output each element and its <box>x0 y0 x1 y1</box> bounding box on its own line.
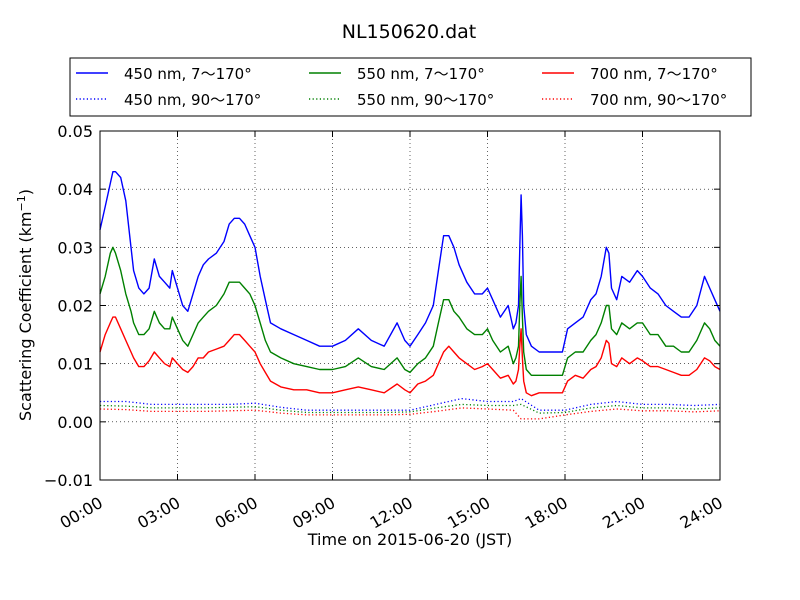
y-tick-label: 0.05 <box>57 122 93 141</box>
legend-label: 700 nm, 90～170° <box>590 91 727 109</box>
y-tick-label: 0.04 <box>57 180 93 199</box>
y-axis-label-close: ) <box>16 189 35 195</box>
y-axis: −0.01 0.00 0.01 0.02 0.03 0.04 0.05 <box>44 122 720 490</box>
y-tick-label: 0.03 <box>57 238 93 257</box>
series-layer <box>99 170 721 420</box>
y-tick-label: −0.01 <box>44 471 93 490</box>
y-axis-label-main: Scattering Coefficient (km <box>16 211 35 421</box>
legend-label: 450 nm, 90～170° <box>124 91 261 109</box>
legend-label: 700 nm, 7～170° <box>590 65 718 83</box>
grid <box>100 131 720 480</box>
series-line-4 <box>100 397 721 411</box>
legend-label: 550 nm, 90～170° <box>357 91 494 109</box>
legend-label: 550 nm, 7～170° <box>357 65 485 83</box>
y-axis-label-superscript: −1 <box>15 195 28 211</box>
y-tick-label: 0.00 <box>57 413 93 432</box>
series-line-5 <box>99 403 721 414</box>
legend-label: 450 nm, 7～170° <box>124 65 252 83</box>
chart-title: NL150620.dat <box>342 21 477 43</box>
plot-area: 00:00 03:00 06:00 09:00 12:00 15:00 18:00 21:00… <box>44 122 726 533</box>
series-line-1 <box>99 170 721 353</box>
y-axis-label: Scattering Coefficient (km−1) <box>15 189 35 421</box>
legend-box <box>69 57 752 117</box>
series-line-2 <box>99 246 721 376</box>
y-tick-label: 0.01 <box>57 355 93 374</box>
legend: 450 nm, 7～170° 550 nm, 7～170° 700 nm, 7～17… <box>69 57 752 117</box>
y-tick-label: 0.02 <box>57 297 93 316</box>
series-line-3 <box>99 316 721 397</box>
x-axis-label: Time on 2015-06-20 (JST) <box>307 530 512 549</box>
